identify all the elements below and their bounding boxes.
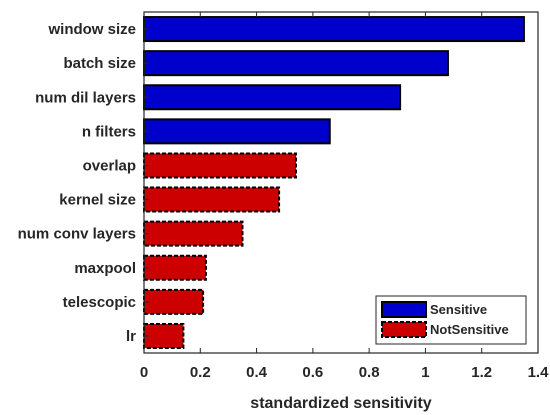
plot-frame <box>143 11 539 354</box>
category-label: kernel size <box>59 192 136 209</box>
bar-telescopic <box>143 288 205 315</box>
legend: Sensitive NotSensitive <box>375 295 527 345</box>
bar-overlap <box>143 152 297 179</box>
x-tick-label: 0.8 <box>359 364 380 381</box>
x-tick-label: 0.2 <box>190 364 211 381</box>
category-label: maxpool <box>74 260 136 277</box>
x-tick-label: 0.6 <box>302 364 323 381</box>
category-label: n filters <box>82 123 136 140</box>
legend-swatch-sensitive <box>381 301 427 318</box>
bar-num-dil-layers <box>143 84 402 111</box>
x-axis-title: standardized sensitivity <box>250 395 431 412</box>
bar-batch-size <box>143 50 449 77</box>
x-tick-label: 1 <box>421 364 429 381</box>
category-label: window size <box>47 21 136 38</box>
bar-lr <box>143 322 185 349</box>
bar-num-conv-layers <box>143 220 244 247</box>
bar-window-size <box>143 16 525 43</box>
x-tick-label: 1.2 <box>471 364 492 381</box>
category-label: num conv layers <box>18 226 136 243</box>
legend-label-notsensitive: NotSensitive <box>430 322 509 337</box>
bars-layer <box>143 16 525 349</box>
bar-n-filters <box>143 118 331 145</box>
x-tick-label: 0.4 <box>246 364 268 381</box>
bar-kernel-size <box>143 186 281 213</box>
category-label: overlap <box>83 157 136 174</box>
category-labels: window size batch size num dil layers n fil… <box>18 21 149 345</box>
category-label: lr <box>126 328 136 345</box>
category-label: batch size <box>63 55 136 72</box>
legend-label-sensitive: Sensitive <box>430 302 487 317</box>
x-tick-label: 0 <box>140 364 148 381</box>
category-label: num dil layers <box>35 89 136 106</box>
x-tick-label: 1.4 <box>528 364 550 381</box>
bar-maxpool <box>143 254 207 281</box>
legend-swatch-notsensitive <box>381 321 427 338</box>
category-label: telescopic <box>63 294 136 311</box>
